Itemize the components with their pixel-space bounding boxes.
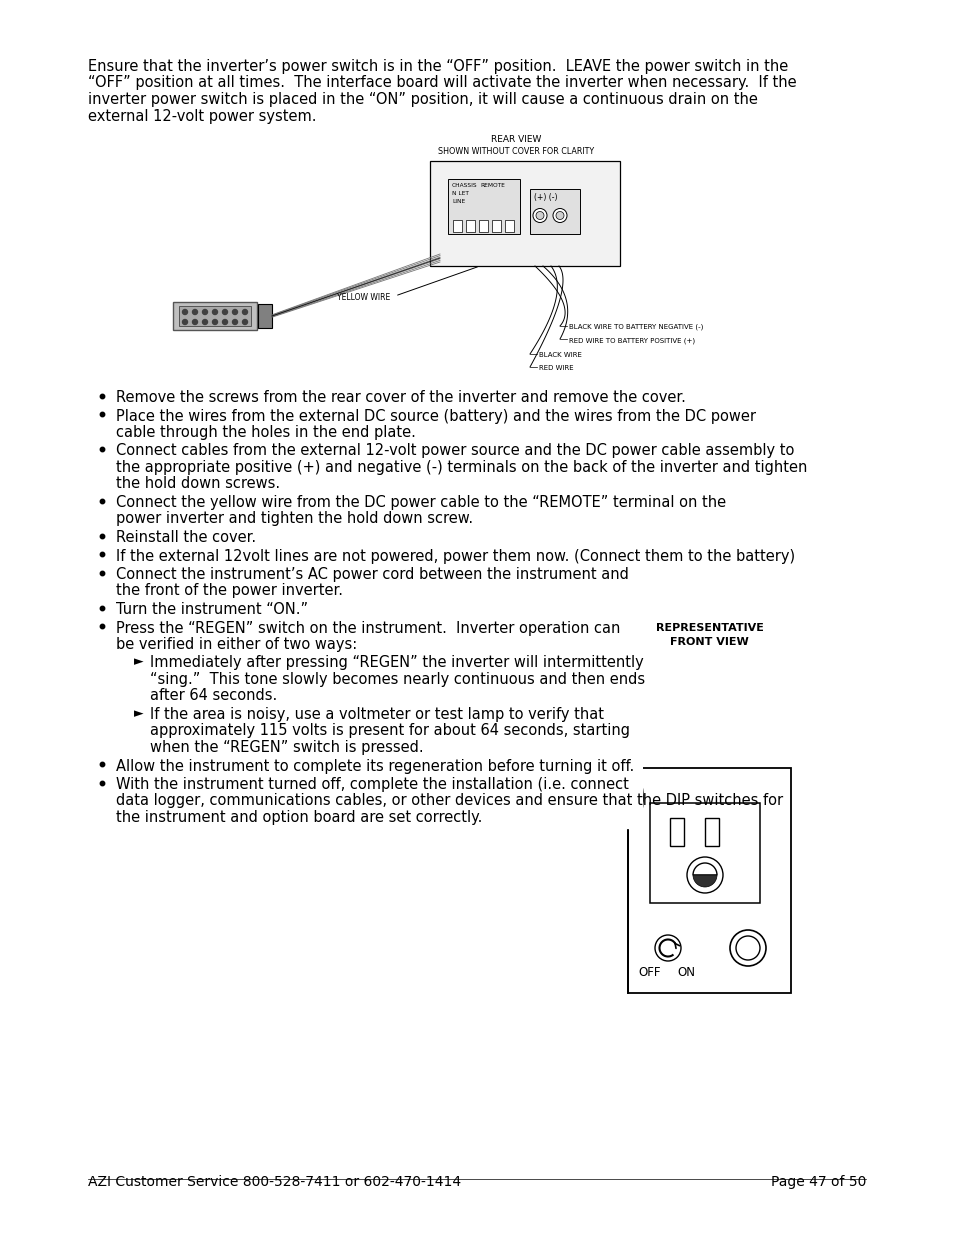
Circle shape bbox=[735, 936, 760, 960]
Text: Allow the instrument to complete its regeneration before turning it off.: Allow the instrument to complete its reg… bbox=[116, 758, 634, 773]
Wedge shape bbox=[692, 863, 717, 876]
Text: data logger, communications cables, or other devices and ensure that the DIP swi: data logger, communications cables, or o… bbox=[116, 794, 782, 809]
Circle shape bbox=[233, 320, 237, 325]
Text: LINE: LINE bbox=[452, 199, 465, 204]
Text: external 12-volt power system.: external 12-volt power system. bbox=[88, 109, 316, 124]
Bar bbox=[704, 818, 719, 846]
Text: N LET: N LET bbox=[452, 191, 468, 196]
Bar bbox=[478, 220, 488, 232]
Text: after 64 seconds.: after 64 seconds. bbox=[150, 688, 277, 704]
Text: Connect the instrument’s AC power cord between the instrument and: Connect the instrument’s AC power cord b… bbox=[116, 567, 628, 582]
Circle shape bbox=[533, 209, 546, 222]
Text: the front of the power inverter.: the front of the power inverter. bbox=[116, 583, 343, 599]
Text: cable through the holes in the end plate.: cable through the holes in the end plate… bbox=[116, 425, 416, 440]
Text: Remove the screws from the rear cover of the inverter and remove the cover.: Remove the screws from the rear cover of… bbox=[116, 390, 685, 405]
Circle shape bbox=[536, 211, 543, 220]
Text: YELLOW WIRE: YELLOW WIRE bbox=[336, 293, 390, 303]
Text: ►: ► bbox=[133, 656, 144, 668]
Text: power inverter and tighten the hold down screw.: power inverter and tighten the hold down… bbox=[116, 511, 473, 526]
Text: REAR VIEW: REAR VIEW bbox=[490, 135, 540, 144]
Circle shape bbox=[655, 935, 680, 961]
Text: approximately 115 volts is present for about 64 seconds, starting: approximately 115 volts is present for a… bbox=[150, 724, 629, 739]
Bar bbox=[627, 768, 790, 993]
Circle shape bbox=[202, 310, 208, 315]
Text: Turn the instrument “ON.”: Turn the instrument “ON.” bbox=[116, 601, 308, 618]
Text: RED WIRE: RED WIRE bbox=[538, 366, 573, 370]
Bar bbox=[257, 304, 272, 329]
Bar bbox=[530, 189, 579, 233]
Circle shape bbox=[222, 310, 227, 315]
Text: Connect the yellow wire from the DC power cable to the “REMOTE” terminal on the: Connect the yellow wire from the DC powe… bbox=[116, 495, 725, 510]
Text: “OFF” position at all times.  The interface board will activate the inverter whe: “OFF” position at all times. The interfa… bbox=[88, 75, 796, 90]
Bar bbox=[492, 220, 500, 232]
Bar bbox=[430, 161, 619, 266]
Text: Page 47 of 50: Page 47 of 50 bbox=[770, 1174, 865, 1189]
Text: Connect cables from the external 12-volt power source and the DC power cable ass: Connect cables from the external 12-volt… bbox=[116, 443, 794, 458]
Text: inverter power switch is placed in the “ON” position, it will cause a continuous: inverter power switch is placed in the “… bbox=[88, 91, 757, 107]
Circle shape bbox=[242, 310, 247, 315]
Text: If the area is noisy, use a voltmeter or test lamp to verify that: If the area is noisy, use a voltmeter or… bbox=[150, 706, 603, 722]
Circle shape bbox=[193, 310, 197, 315]
Bar bbox=[669, 818, 683, 846]
Circle shape bbox=[213, 310, 217, 315]
Circle shape bbox=[222, 320, 227, 325]
Circle shape bbox=[729, 930, 765, 966]
Text: the hold down screws.: the hold down screws. bbox=[116, 477, 280, 492]
Bar bbox=[453, 220, 461, 232]
Text: Immediately after pressing “REGEN” the inverter will intermittently: Immediately after pressing “REGEN” the i… bbox=[150, 656, 643, 671]
Bar bbox=[448, 179, 519, 233]
Circle shape bbox=[182, 310, 188, 315]
Text: AZI Customer Service 800-528-7411 or 602-470-1414: AZI Customer Service 800-528-7411 or 602… bbox=[88, 1174, 460, 1189]
Wedge shape bbox=[692, 876, 717, 887]
Text: SHOWN WITHOUT COVER FOR CLARITY: SHOWN WITHOUT COVER FOR CLARITY bbox=[437, 147, 594, 156]
Text: the appropriate positive (+) and negative (-) terminals on the back of the inver: the appropriate positive (+) and negativ… bbox=[116, 459, 806, 475]
Text: be verified in either of two ways:: be verified in either of two ways: bbox=[116, 637, 356, 652]
Text: “sing.”  This tone slowly becomes nearly continuous and then ends: “sing.” This tone slowly becomes nearly … bbox=[150, 672, 644, 687]
Circle shape bbox=[233, 310, 237, 315]
Text: REPRESENTATIVE: REPRESENTATIVE bbox=[655, 622, 762, 634]
Text: FRONT VIEW: FRONT VIEW bbox=[669, 637, 748, 647]
Text: RED WIRE TO BATTERY POSITIVE (+): RED WIRE TO BATTERY POSITIVE (+) bbox=[568, 337, 695, 343]
Circle shape bbox=[213, 320, 217, 325]
Text: Place the wires from the external DC source (battery) and the wires from the DC : Place the wires from the external DC sou… bbox=[116, 409, 755, 424]
Circle shape bbox=[193, 320, 197, 325]
Text: the instrument and option board are set correctly.: the instrument and option board are set … bbox=[116, 810, 482, 825]
Bar bbox=[179, 306, 251, 326]
Bar bbox=[649, 803, 760, 903]
Text: With the instrument turned off, complete the installation (i.e. connect: With the instrument turned off, complete… bbox=[116, 777, 628, 792]
Text: Reinstall the cover.: Reinstall the cover. bbox=[116, 530, 255, 545]
Text: ON: ON bbox=[677, 966, 695, 979]
Circle shape bbox=[686, 857, 722, 893]
Bar bbox=[625, 764, 642, 830]
Text: BLACK WIRE: BLACK WIRE bbox=[538, 352, 581, 358]
Circle shape bbox=[242, 320, 247, 325]
Circle shape bbox=[202, 320, 208, 325]
Bar bbox=[172, 303, 256, 330]
Text: Press the “REGEN” switch on the instrument.  Inverter operation can: Press the “REGEN” switch on the instrume… bbox=[116, 620, 619, 636]
Circle shape bbox=[182, 320, 188, 325]
Circle shape bbox=[556, 211, 563, 220]
Text: (+) (-): (+) (-) bbox=[534, 193, 557, 203]
Bar bbox=[504, 220, 514, 232]
Text: If the external 12volt lines are not powered, power them now. (Connect them to t: If the external 12volt lines are not pow… bbox=[116, 548, 794, 563]
Text: BLACK WIRE TO BATTERY NEGATIVE (-): BLACK WIRE TO BATTERY NEGATIVE (-) bbox=[568, 324, 702, 331]
Text: REMOTE: REMOTE bbox=[479, 183, 504, 188]
Text: CHASSIS: CHASSIS bbox=[452, 183, 477, 188]
Text: OFF: OFF bbox=[639, 966, 660, 979]
Circle shape bbox=[553, 209, 566, 222]
Text: ►: ► bbox=[133, 706, 144, 720]
Bar bbox=[465, 220, 475, 232]
Text: when the “REGEN” switch is pressed.: when the “REGEN” switch is pressed. bbox=[150, 740, 423, 755]
Text: Ensure that the inverter’s power switch is in the “OFF” position.  LEAVE the pow: Ensure that the inverter’s power switch … bbox=[88, 59, 787, 74]
